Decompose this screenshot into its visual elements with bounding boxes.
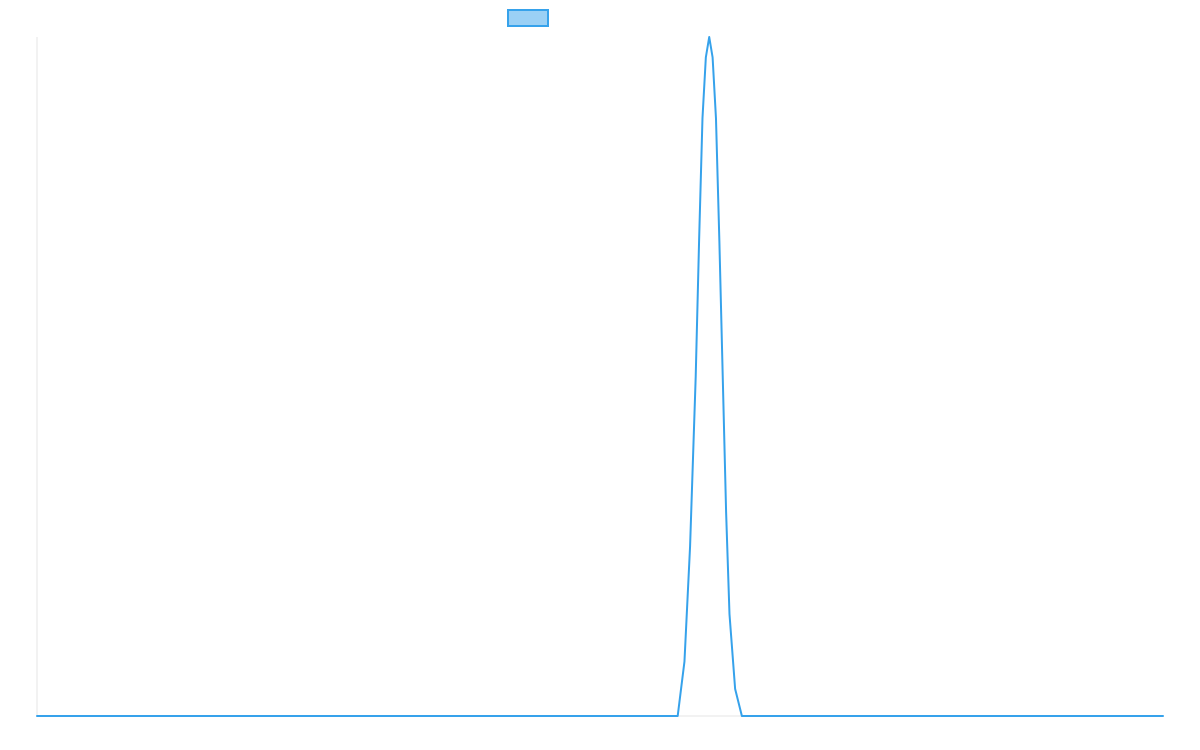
legend-swatch[interactable] [507, 9, 549, 27]
series-line-0 [36, 36, 1164, 717]
series-layer [36, 36, 1164, 717]
legend[interactable] [507, 9, 549, 27]
